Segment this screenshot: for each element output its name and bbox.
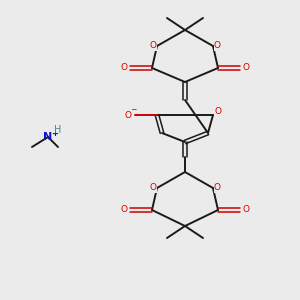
Text: −: − — [130, 106, 136, 115]
Text: +: + — [52, 128, 58, 137]
Text: O: O — [121, 64, 128, 73]
Text: O: O — [124, 110, 131, 119]
Text: O: O — [149, 184, 157, 193]
Text: H: H — [54, 125, 62, 135]
Text: O: O — [242, 206, 250, 214]
Text: O: O — [214, 41, 220, 50]
Text: O: O — [214, 184, 220, 193]
Text: N: N — [44, 132, 52, 142]
Text: O: O — [214, 107, 221, 116]
Text: O: O — [121, 206, 128, 214]
Text: O: O — [242, 64, 250, 73]
Text: O: O — [149, 41, 157, 50]
